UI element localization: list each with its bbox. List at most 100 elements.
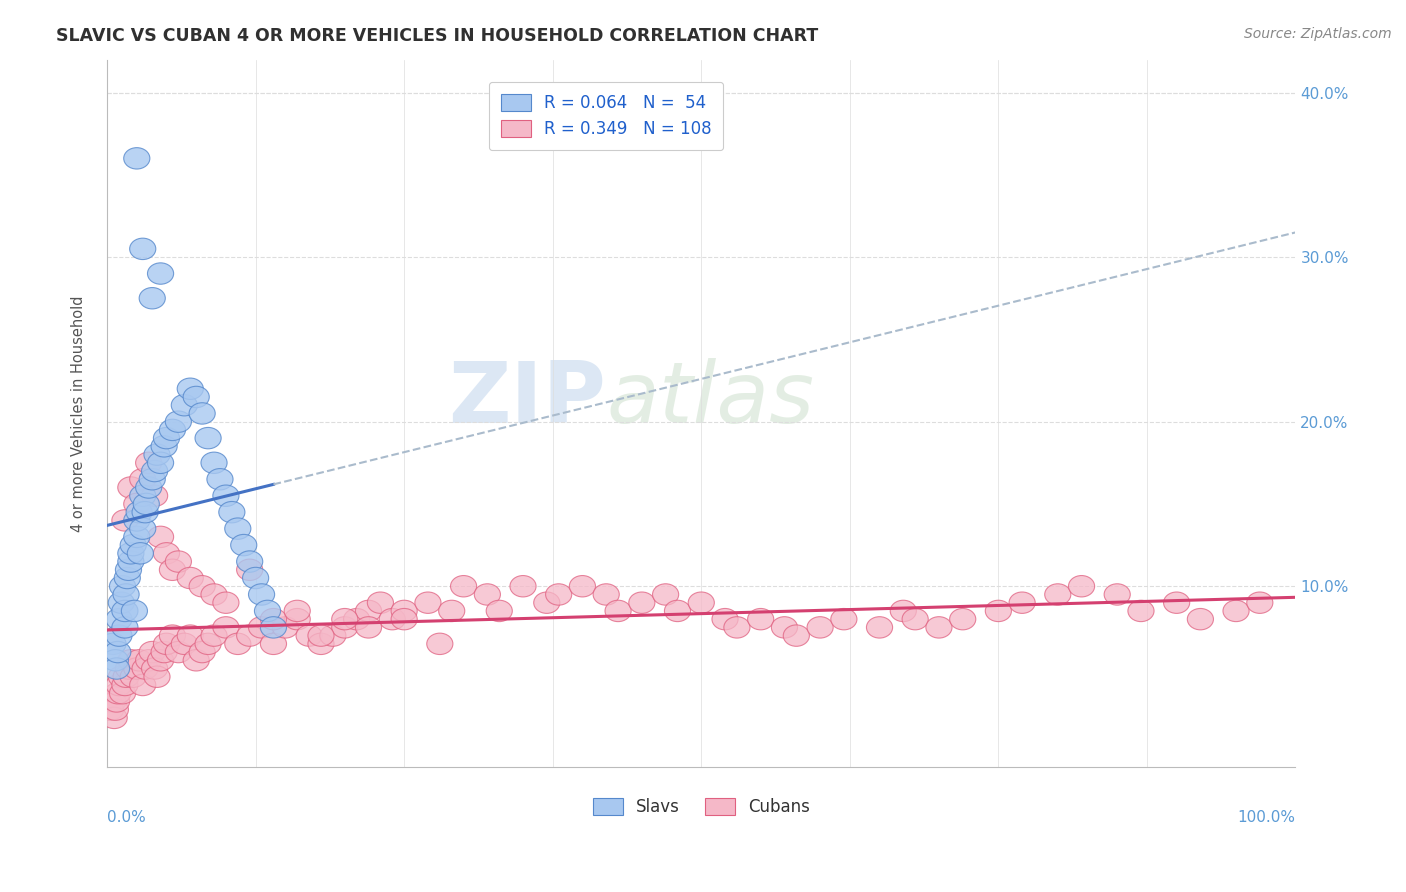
Ellipse shape bbox=[569, 575, 596, 597]
Ellipse shape bbox=[628, 592, 655, 614]
Ellipse shape bbox=[415, 592, 441, 614]
Ellipse shape bbox=[243, 567, 269, 589]
Ellipse shape bbox=[284, 608, 311, 630]
Ellipse shape bbox=[100, 633, 127, 655]
Ellipse shape bbox=[188, 575, 215, 597]
Ellipse shape bbox=[201, 583, 228, 605]
Ellipse shape bbox=[188, 641, 215, 663]
Ellipse shape bbox=[260, 633, 287, 655]
Ellipse shape bbox=[319, 625, 346, 647]
Ellipse shape bbox=[207, 468, 233, 490]
Ellipse shape bbox=[332, 616, 357, 638]
Ellipse shape bbox=[188, 402, 215, 424]
Text: SLAVIC VS CUBAN 4 OR MORE VEHICLES IN HOUSEHOLD CORRELATION CHART: SLAVIC VS CUBAN 4 OR MORE VEHICLES IN HO… bbox=[56, 27, 818, 45]
Ellipse shape bbox=[139, 641, 166, 663]
Ellipse shape bbox=[688, 592, 714, 614]
Ellipse shape bbox=[148, 526, 173, 548]
Ellipse shape bbox=[260, 608, 287, 630]
Ellipse shape bbox=[1223, 600, 1249, 622]
Ellipse shape bbox=[427, 633, 453, 655]
Ellipse shape bbox=[236, 559, 263, 581]
Ellipse shape bbox=[100, 690, 127, 712]
Ellipse shape bbox=[110, 575, 135, 597]
Y-axis label: 4 or more Vehicles in Household: 4 or more Vehicles in Household bbox=[72, 295, 86, 532]
Ellipse shape bbox=[166, 641, 191, 663]
Ellipse shape bbox=[195, 427, 221, 449]
Ellipse shape bbox=[148, 263, 173, 285]
Ellipse shape bbox=[103, 649, 128, 671]
Ellipse shape bbox=[903, 608, 928, 630]
Ellipse shape bbox=[724, 616, 749, 638]
Ellipse shape bbox=[129, 468, 156, 490]
Ellipse shape bbox=[172, 394, 197, 416]
Ellipse shape bbox=[236, 551, 263, 573]
Ellipse shape bbox=[546, 583, 572, 605]
Ellipse shape bbox=[949, 608, 976, 630]
Ellipse shape bbox=[297, 625, 322, 647]
Ellipse shape bbox=[128, 542, 153, 564]
Text: ZIP: ZIP bbox=[449, 358, 606, 441]
Ellipse shape bbox=[118, 542, 143, 564]
Ellipse shape bbox=[380, 608, 405, 630]
Ellipse shape bbox=[1069, 575, 1095, 597]
Ellipse shape bbox=[225, 518, 250, 540]
Ellipse shape bbox=[177, 378, 204, 400]
Ellipse shape bbox=[129, 518, 156, 540]
Ellipse shape bbox=[356, 616, 381, 638]
Ellipse shape bbox=[127, 501, 152, 523]
Ellipse shape bbox=[783, 625, 810, 647]
Ellipse shape bbox=[139, 468, 166, 490]
Ellipse shape bbox=[132, 501, 157, 523]
Ellipse shape bbox=[807, 616, 834, 638]
Ellipse shape bbox=[332, 608, 357, 630]
Ellipse shape bbox=[212, 485, 239, 507]
Ellipse shape bbox=[474, 583, 501, 605]
Ellipse shape bbox=[150, 641, 177, 663]
Ellipse shape bbox=[201, 452, 228, 474]
Text: 100.0%: 100.0% bbox=[1237, 810, 1295, 825]
Legend: Slavs, Cubans: Slavs, Cubans bbox=[586, 791, 817, 822]
Ellipse shape bbox=[134, 493, 159, 515]
Ellipse shape bbox=[510, 575, 536, 597]
Ellipse shape bbox=[135, 477, 162, 499]
Ellipse shape bbox=[105, 674, 132, 696]
Ellipse shape bbox=[118, 649, 143, 671]
Ellipse shape bbox=[150, 435, 177, 457]
Ellipse shape bbox=[225, 633, 250, 655]
Text: Source: ZipAtlas.com: Source: ZipAtlas.com bbox=[1244, 27, 1392, 41]
Text: 0.0%: 0.0% bbox=[107, 810, 146, 825]
Ellipse shape bbox=[120, 666, 146, 688]
Ellipse shape bbox=[112, 509, 138, 531]
Ellipse shape bbox=[142, 657, 167, 679]
Ellipse shape bbox=[249, 583, 274, 605]
Text: atlas: atlas bbox=[606, 358, 814, 441]
Ellipse shape bbox=[114, 567, 141, 589]
Ellipse shape bbox=[129, 485, 156, 507]
Ellipse shape bbox=[249, 616, 274, 638]
Ellipse shape bbox=[1187, 608, 1213, 630]
Ellipse shape bbox=[159, 419, 186, 441]
Ellipse shape bbox=[143, 444, 170, 466]
Ellipse shape bbox=[665, 600, 690, 622]
Ellipse shape bbox=[177, 567, 204, 589]
Ellipse shape bbox=[105, 625, 132, 647]
Ellipse shape bbox=[120, 534, 146, 556]
Ellipse shape bbox=[177, 625, 204, 647]
Ellipse shape bbox=[148, 649, 173, 671]
Ellipse shape bbox=[129, 674, 156, 696]
Ellipse shape bbox=[605, 600, 631, 622]
Ellipse shape bbox=[831, 608, 856, 630]
Ellipse shape bbox=[142, 485, 167, 507]
Ellipse shape bbox=[260, 616, 287, 638]
Ellipse shape bbox=[153, 633, 180, 655]
Ellipse shape bbox=[108, 592, 135, 614]
Ellipse shape bbox=[308, 625, 335, 647]
Ellipse shape bbox=[439, 600, 465, 622]
Ellipse shape bbox=[112, 616, 138, 638]
Ellipse shape bbox=[284, 600, 311, 622]
Ellipse shape bbox=[391, 600, 418, 622]
Ellipse shape bbox=[112, 666, 139, 688]
Ellipse shape bbox=[135, 649, 162, 671]
Ellipse shape bbox=[143, 666, 170, 688]
Ellipse shape bbox=[115, 559, 142, 581]
